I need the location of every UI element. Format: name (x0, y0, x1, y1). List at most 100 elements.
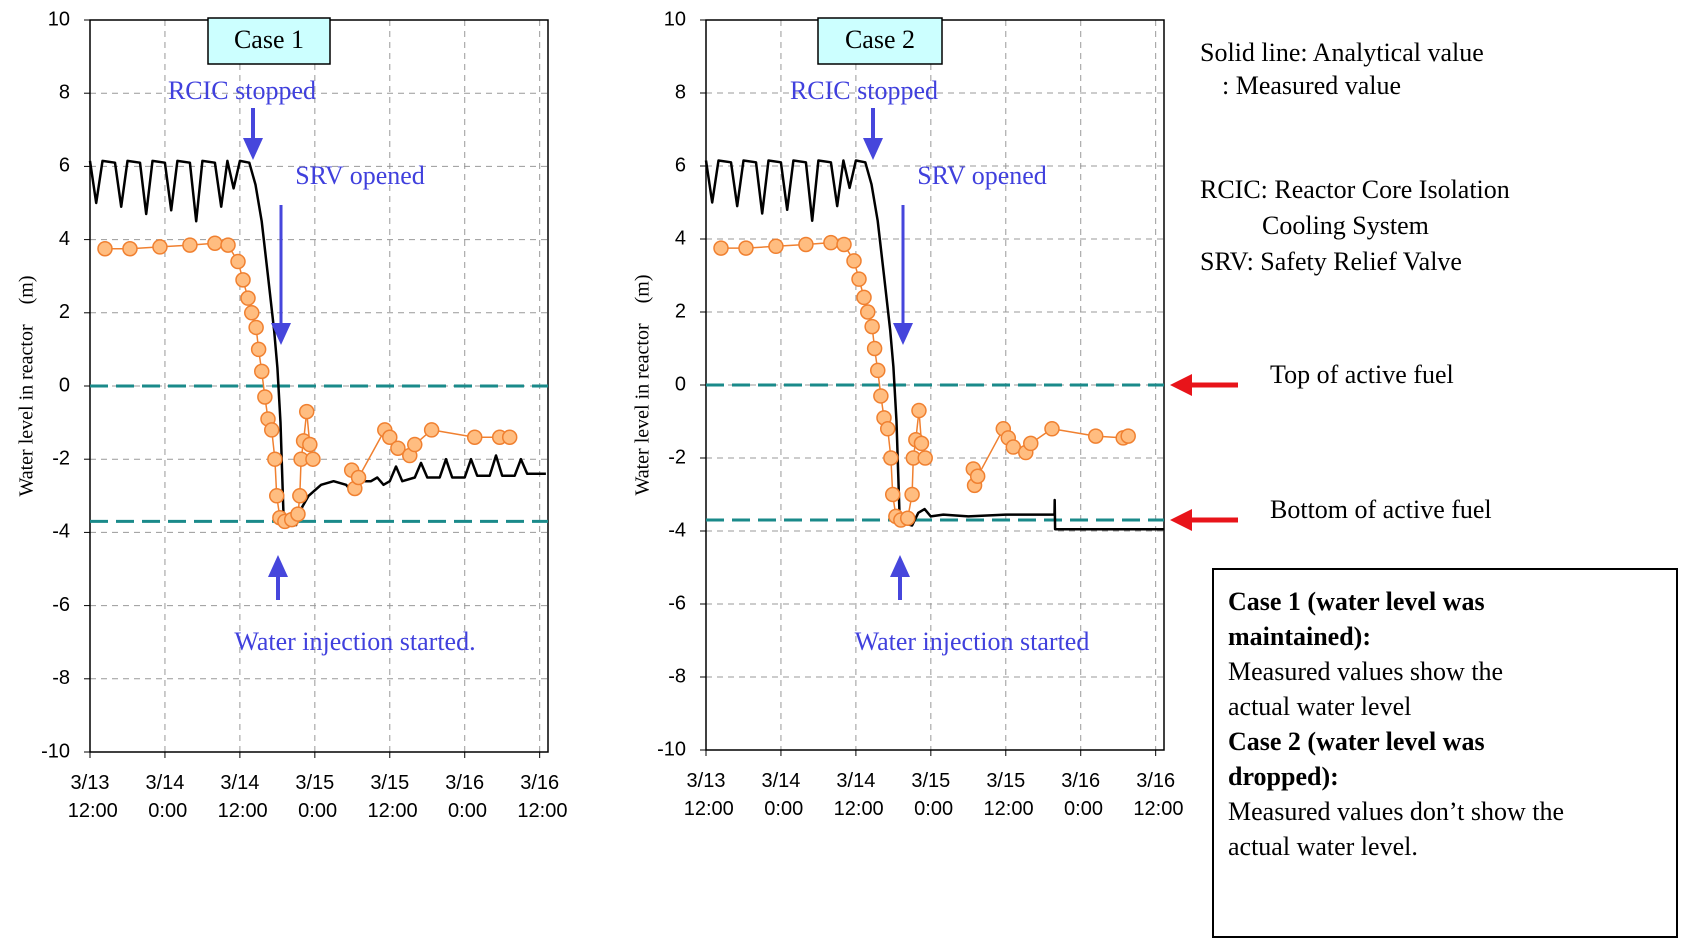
arrow-head (243, 138, 263, 160)
measured-point (884, 486, 901, 503)
measured-point (1005, 439, 1022, 455)
x-tick-label: 3/14 0:00 (759, 770, 803, 820)
measured-point (230, 253, 246, 270)
x-tick-label: 3/16 12:00 (512, 772, 568, 822)
annotation: SRV opened (295, 161, 425, 190)
y-tick-label: -8 (52, 667, 70, 689)
y-tick-label: -6 (668, 592, 686, 614)
measured-point (182, 237, 198, 253)
y-tick-label: -6 (52, 594, 70, 616)
measured-point (97, 241, 113, 257)
measured-line (972, 428, 1129, 487)
y-tick-label: 6 (675, 154, 686, 176)
measured-point (220, 237, 236, 253)
x-tick-label: 3/15 12:00 (978, 770, 1034, 820)
x-tick-label: 3/13 12:00 (678, 770, 734, 820)
measured-point (263, 422, 280, 438)
measured-point (917, 450, 933, 466)
arrow-head (893, 323, 913, 345)
legend-measured: : Measured value (1222, 71, 1401, 100)
y-tick-label: -2 (668, 446, 686, 468)
measured-point (248, 319, 264, 336)
y-tick-label: -10 (41, 740, 70, 762)
x-tick-label: 3/14 0:00 (143, 772, 187, 822)
x-tick-label: 3/16 0:00 (1058, 770, 1102, 820)
annotation: RCIC stopped (790, 76, 938, 105)
chart-title: Case 1 (234, 25, 304, 54)
measured-point (969, 468, 986, 484)
measured-point (860, 304, 876, 320)
measured-point (738, 240, 754, 256)
measured-point (267, 451, 283, 467)
x-tick-label: 3/15 12:00 (362, 772, 418, 822)
measured-point (290, 506, 306, 522)
x-tick-label: 3/15 0:00 (293, 772, 337, 822)
measured-point (152, 239, 168, 255)
measured-point (390, 440, 406, 456)
measured-point (1023, 435, 1039, 452)
abbreviation: RCIC: Reactor Core Isolation (1200, 175, 1510, 204)
measured-point (864, 318, 880, 335)
measured-point (911, 402, 927, 419)
y-tick-label: -2 (52, 447, 70, 469)
measured-point (250, 341, 267, 358)
notes-box: Case 1 (water level was maintained): Mea… (1212, 568, 1678, 938)
x-tick-label: 3/14 12:00 (828, 770, 884, 820)
annotation: RCIC stopped (168, 76, 316, 105)
measured-point (836, 236, 852, 253)
measured-point (466, 429, 483, 445)
reference-label: Top of active fuel (1270, 360, 1454, 389)
y-tick-label: 8 (675, 81, 686, 103)
measured-point (879, 421, 896, 437)
measured-point (207, 235, 223, 252)
arrow-head (863, 138, 883, 160)
analytical-line (88, 159, 546, 527)
measured-point (254, 363, 270, 380)
analytical-line (704, 159, 1164, 531)
measured-point (268, 488, 285, 504)
measured-point (1044, 421, 1060, 437)
case-box (207, 17, 331, 65)
abbreviation: SRV: Safety Relief Valve (1200, 247, 1462, 276)
x-tick-label: 3/16 0:00 (442, 772, 486, 822)
y-tick-label: 0 (59, 374, 70, 396)
y-axis-label: Water level in reactor (m) (632, 274, 654, 495)
note-heading: Case 1 (water level was maintained): (1228, 587, 1485, 651)
measured-point (407, 436, 423, 453)
measured-point (768, 238, 784, 255)
arrow-head (268, 555, 288, 577)
measured-point (235, 272, 251, 288)
measured-point (899, 510, 916, 526)
arrow-head (1170, 374, 1192, 396)
measured-point (1120, 428, 1136, 444)
x-tick-label: 3/15 0:00 (909, 770, 953, 820)
y-tick-label: 0 (675, 373, 686, 395)
measured-point (501, 429, 518, 445)
y-tick-label: 4 (59, 228, 70, 250)
note-heading: Case 2 (water level was dropped): (1228, 727, 1485, 791)
y-tick-label: 4 (675, 227, 686, 249)
measured-point (846, 253, 862, 269)
measured-point (873, 388, 889, 404)
y-tick-label: -4 (668, 519, 686, 541)
measured-point (350, 469, 367, 486)
measured-point (866, 340, 883, 357)
measured-point (851, 271, 867, 287)
y-tick-label: 6 (59, 155, 70, 177)
measured-point (292, 488, 308, 504)
annotation: Water injection started (855, 627, 1090, 656)
abbreviation: Cooling System (1262, 211, 1429, 240)
measured-point (244, 305, 260, 321)
measured-point (1087, 428, 1104, 444)
y-tick-label: -4 (52, 521, 70, 543)
y-tick-label: -8 (668, 665, 686, 687)
measured-point (305, 451, 321, 467)
chart-title: Case 2 (845, 25, 915, 54)
measured-point (298, 403, 315, 420)
note-text: Measured values don’t show the actual wa… (1228, 797, 1565, 861)
y-tick-label: 10 (48, 8, 70, 30)
measured-point (713, 240, 729, 256)
annotation: SRV opened (917, 161, 1047, 190)
